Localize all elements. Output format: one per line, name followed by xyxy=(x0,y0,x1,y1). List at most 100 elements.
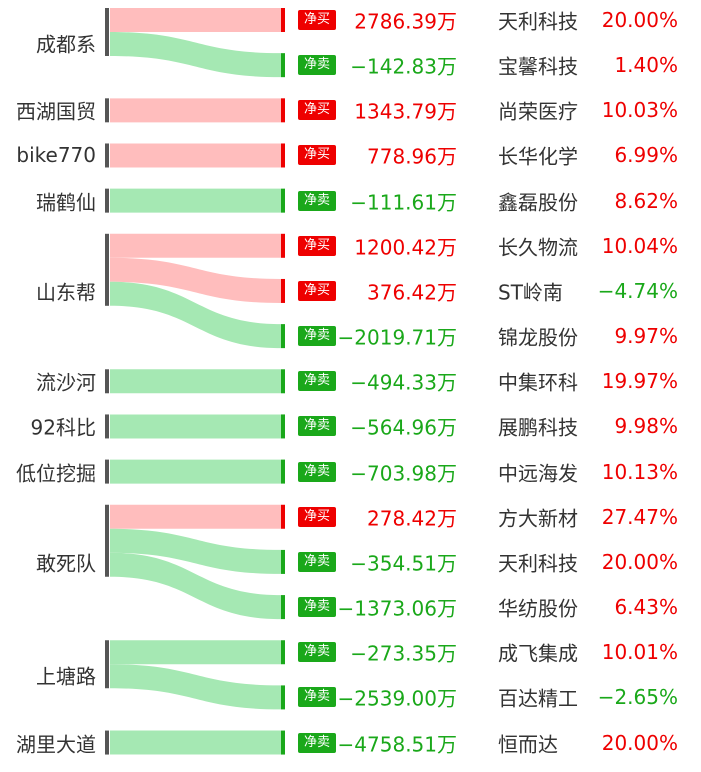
source-node-bar xyxy=(105,98,109,123)
change-percent: 9.98% xyxy=(614,414,678,439)
amount-value: 778.96万 xyxy=(367,144,457,169)
amount-value: −2019.71万 xyxy=(337,325,457,350)
net-buy-badge: 净买 xyxy=(298,100,336,121)
amount-value: −142.83万 xyxy=(350,54,457,79)
source-node-bar xyxy=(105,143,109,168)
stock-name: 鑫磊股份 xyxy=(498,190,578,215)
stock-name: 中远海发 xyxy=(498,461,578,486)
amount-value: −703.98万 xyxy=(350,461,457,486)
flow-band xyxy=(110,281,281,349)
change-percent: 9.97% xyxy=(614,324,678,349)
flow-band xyxy=(110,459,281,484)
target-bar xyxy=(281,640,285,665)
amount-value: −2539.00万 xyxy=(337,686,457,711)
net-buy-badge: 净买 xyxy=(298,145,336,166)
flow-band xyxy=(110,369,281,394)
target-bar xyxy=(281,98,285,123)
net-buy-badge: 净买 xyxy=(298,506,336,527)
flow-band xyxy=(110,528,281,574)
net-sell-badge: 净卖 xyxy=(298,642,336,663)
target-bar xyxy=(281,233,285,258)
net-buy-badge: 净买 xyxy=(298,280,336,301)
stock-name: 尚荣医疗 xyxy=(498,99,578,124)
amount-value: 2786.39万 xyxy=(354,9,457,34)
net-sell-badge: 净卖 xyxy=(298,190,336,211)
change-percent: 19.97% xyxy=(601,369,678,394)
flow-band xyxy=(110,730,281,755)
stock-name: 华纺股份 xyxy=(498,596,578,621)
flow-band xyxy=(110,257,281,303)
source-node-bar xyxy=(105,504,109,577)
change-percent: 1.40% xyxy=(614,53,678,78)
source-node-bar xyxy=(105,369,109,394)
flow-band xyxy=(110,233,281,258)
amount-value: 278.42万 xyxy=(367,506,457,531)
stock-name: 天利科技 xyxy=(498,9,578,34)
amount-value: 1200.42万 xyxy=(354,235,457,260)
net-sell-badge: 净卖 xyxy=(298,416,336,437)
stock-name: 长久物流 xyxy=(498,235,578,260)
change-percent: 10.01% xyxy=(601,640,678,665)
target-bar xyxy=(281,414,285,439)
stock-name: 展鹏科技 xyxy=(498,415,578,440)
change-percent: 6.43% xyxy=(614,595,678,620)
change-percent: 10.04% xyxy=(601,233,678,258)
change-percent: −4.74% xyxy=(597,278,678,303)
change-percent: 20.00% xyxy=(601,730,678,755)
amount-value: −354.51万 xyxy=(350,551,457,576)
source-node-bar xyxy=(105,233,109,306)
target-bar xyxy=(281,188,285,213)
source-label: 92科比 xyxy=(30,415,96,440)
stock-name: 宝馨科技 xyxy=(498,54,578,79)
stock-name: 锦龙股份 xyxy=(498,325,578,350)
source-label: 山东帮 xyxy=(36,280,96,305)
flow-band xyxy=(110,8,281,32)
source-label: bike770 xyxy=(16,143,96,168)
target-bar xyxy=(281,459,285,484)
target-bar xyxy=(281,730,285,755)
net-sell-badge: 净卖 xyxy=(298,371,336,392)
amount-value: −273.35万 xyxy=(350,641,457,666)
stock-name: 长华化学 xyxy=(498,144,578,169)
stock-name: 成飞集成 xyxy=(498,641,578,666)
flow-band xyxy=(110,504,281,529)
change-percent: 27.47% xyxy=(601,504,678,529)
amount-value: −494.33万 xyxy=(350,370,457,395)
source-label: 成都系 xyxy=(36,32,96,57)
source-node-bar xyxy=(105,459,109,484)
source-node-bar xyxy=(105,188,109,213)
net-buy-badge: 净买 xyxy=(298,10,336,30)
flow-band xyxy=(110,98,281,123)
amount-value: −564.96万 xyxy=(350,415,457,440)
target-bar xyxy=(281,595,285,620)
amount-value: −4758.51万 xyxy=(337,732,457,757)
net-sell-badge: 净卖 xyxy=(298,55,336,76)
source-label: 低位挖掘 xyxy=(16,461,96,486)
net-sell-badge: 净卖 xyxy=(298,597,336,618)
target-bar xyxy=(281,278,285,303)
source-node-bar xyxy=(105,640,109,689)
flow-band xyxy=(110,188,281,213)
change-percent: 8.62% xyxy=(614,188,678,213)
flow-band xyxy=(110,32,281,78)
stock-name: 中集环科 xyxy=(498,370,578,395)
target-bar xyxy=(281,143,285,168)
source-label: 流沙河 xyxy=(36,370,96,395)
amount-value: −1373.06万 xyxy=(337,596,457,621)
target-bar xyxy=(281,549,285,574)
target-bar xyxy=(281,504,285,529)
stock-name: ST岭南 xyxy=(498,280,563,305)
stock-name: 天利科技 xyxy=(498,551,578,576)
net-sell-badge: 净卖 xyxy=(298,461,336,482)
source-node-bar xyxy=(105,414,109,439)
stock-name: 百达精工 xyxy=(498,686,578,711)
target-bar xyxy=(281,53,285,78)
stock-name: 方大新材 xyxy=(498,506,578,531)
net-sell-badge: 净卖 xyxy=(298,326,336,347)
flow-band xyxy=(110,143,281,168)
change-percent: −2.65% xyxy=(597,685,678,710)
flow-band xyxy=(110,414,281,439)
source-node-bar xyxy=(105,730,109,755)
flow-band xyxy=(110,552,281,620)
